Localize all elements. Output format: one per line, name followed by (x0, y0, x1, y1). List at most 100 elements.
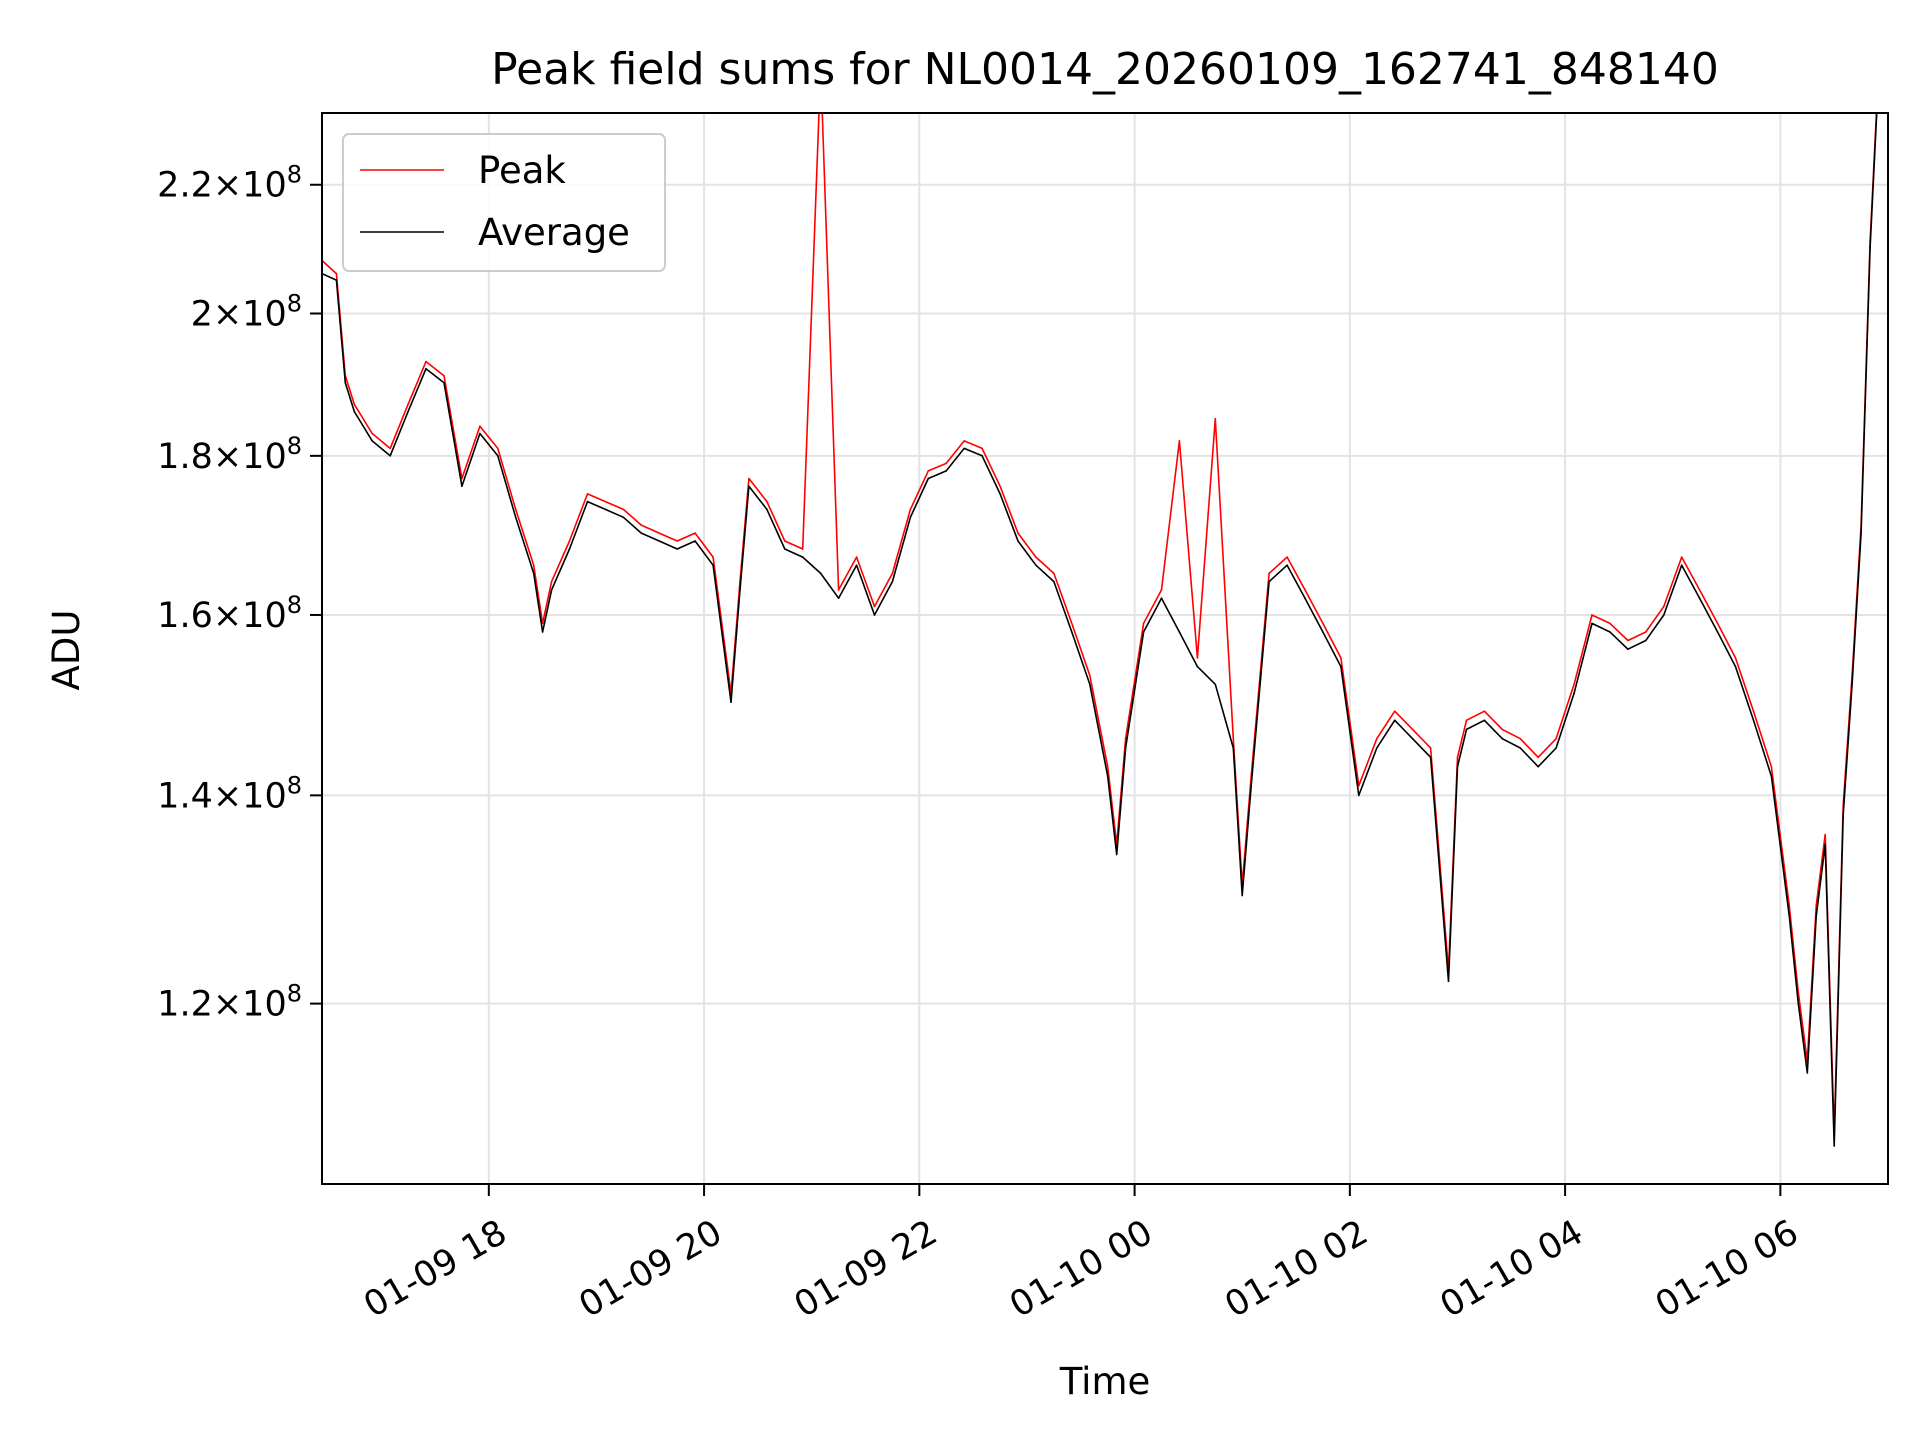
data-point-average (855, 564, 858, 566)
data-point-peak (1501, 728, 1504, 731)
data-point-average (1196, 665, 1199, 668)
data-point-average (1456, 765, 1459, 768)
data-point-average (461, 485, 463, 488)
data-point-average (497, 455, 499, 457)
data-point-peak (909, 508, 912, 511)
data-point-average (1869, 246, 1871, 249)
data-point-peak (1196, 657, 1199, 659)
data-point-average (891, 580, 894, 583)
data-point-average (1483, 719, 1486, 722)
data-point-average (1250, 784, 1252, 787)
y-axis-label: ADU (45, 610, 88, 691)
data-point-peak (407, 403, 409, 406)
data-point-peak (1142, 622, 1145, 625)
data-point-peak (1770, 765, 1773, 768)
y-tick-label: 1.6×108 (157, 591, 302, 636)
data-point-average (1340, 665, 1342, 668)
data-point-average (532, 572, 535, 575)
data-point-average (443, 382, 445, 384)
data-point-peak (541, 622, 544, 625)
data-point-peak (479, 425, 481, 428)
data-point-peak (1824, 833, 1826, 836)
data-point-average (1115, 853, 1118, 856)
data-point-average (1537, 765, 1539, 768)
data-point-peak (1752, 710, 1755, 712)
data-point-peak (335, 272, 338, 275)
y-tick-label: 1.2×108 (157, 980, 302, 1025)
data-point-peak (1573, 683, 1575, 686)
data-point-average (1411, 737, 1414, 740)
data-point-peak (586, 493, 589, 495)
data-point-peak (855, 556, 858, 558)
data-point-peak (568, 540, 571, 542)
chart-title: Peak field sums for NL0014_20260109_1627… (491, 44, 1719, 95)
grid (322, 113, 1888, 1184)
data-point-average (999, 493, 1001, 495)
data-point-average (1833, 1145, 1835, 1147)
data-point-peak (1537, 756, 1539, 759)
data-point-average (1124, 747, 1127, 749)
data-point-average (1358, 794, 1360, 797)
data-point-average (1232, 747, 1235, 749)
data-point-average (1609, 631, 1611, 633)
data-point-peak (1017, 532, 1019, 534)
data-point-peak (658, 532, 660, 534)
data-point-peak (1815, 905, 1817, 907)
data-point-average (766, 508, 768, 511)
data-point-peak (748, 477, 750, 480)
data-point-average (550, 589, 553, 591)
data-point-peak (443, 374, 445, 377)
data-point-peak (837, 589, 840, 591)
data-point-average (586, 500, 589, 503)
data-point-average (927, 477, 930, 480)
data-point-average (1645, 639, 1647, 642)
data-point-average (1106, 775, 1109, 777)
data-point-peak (891, 572, 894, 575)
data-point-average (1322, 631, 1324, 633)
data-point-average (1035, 564, 1037, 566)
data-point-average (479, 432, 481, 435)
data-point-peak (1340, 657, 1342, 659)
data-point-average (1752, 719, 1755, 722)
data-point-average (1053, 580, 1055, 583)
data-point-peak (1286, 556, 1288, 558)
data-point-average (1788, 915, 1791, 918)
data-point-peak (676, 540, 678, 542)
data-point-peak (963, 440, 965, 442)
data-point-average (344, 382, 347, 384)
data-point-peak (1035, 556, 1037, 558)
data-point-average (1860, 532, 1862, 534)
data-point-peak (1071, 622, 1073, 625)
data-point-peak (1160, 589, 1163, 591)
data-point-average (748, 485, 750, 488)
data-point-average (1627, 648, 1629, 650)
data-point-peak (1232, 737, 1235, 740)
data-point-peak (1465, 719, 1468, 722)
data-point-peak (1124, 737, 1127, 740)
plot-frame (321, 112, 1889, 1185)
data-point-average (353, 410, 356, 413)
data-point-peak (784, 540, 786, 542)
data-point-average (1851, 683, 1853, 686)
data-point-peak (1304, 589, 1306, 591)
data-point-average (335, 279, 338, 281)
data-point-average (1815, 915, 1817, 918)
data-point-average (1241, 894, 1243, 897)
data-point-peak (1322, 622, 1324, 625)
legend-peak-label: Peak (478, 149, 566, 192)
data-point-peak (1555, 737, 1557, 740)
data-point-average (1160, 597, 1163, 599)
data-point-peak (640, 524, 643, 526)
data-point-peak (1053, 572, 1055, 575)
data-point-average (1680, 564, 1683, 566)
data-point-average (1304, 597, 1306, 599)
data-point-peak (694, 532, 696, 534)
data-point-average (1842, 814, 1844, 816)
data-point-average (1716, 631, 1719, 633)
data-point-peak (1214, 418, 1217, 420)
data-point-average (1429, 756, 1432, 759)
data-point-average (640, 532, 643, 534)
data-point-peak (1393, 710, 1396, 712)
data-point-peak (873, 605, 876, 608)
data-point-average (389, 455, 392, 457)
